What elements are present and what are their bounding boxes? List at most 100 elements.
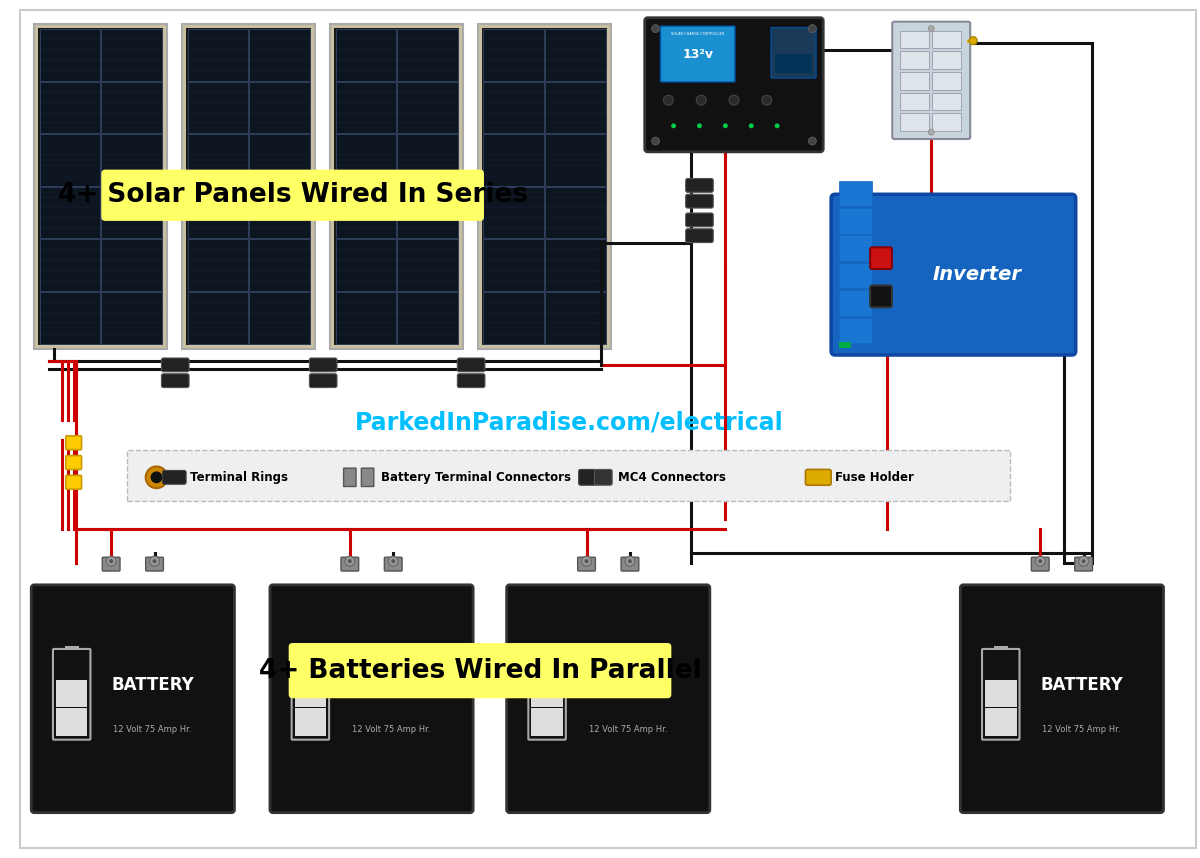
Bar xyxy=(932,51,961,69)
Text: 12 Volt 75 Amp Hr.: 12 Volt 75 Amp Hr. xyxy=(113,725,192,734)
FancyBboxPatch shape xyxy=(484,82,544,133)
FancyBboxPatch shape xyxy=(384,557,402,571)
FancyBboxPatch shape xyxy=(40,187,101,239)
FancyBboxPatch shape xyxy=(545,187,606,239)
FancyBboxPatch shape xyxy=(805,469,832,486)
FancyBboxPatch shape xyxy=(397,134,458,186)
Circle shape xyxy=(628,559,632,563)
FancyBboxPatch shape xyxy=(250,292,310,344)
FancyBboxPatch shape xyxy=(832,194,1075,355)
FancyBboxPatch shape xyxy=(182,24,316,349)
Circle shape xyxy=(929,130,934,135)
FancyBboxPatch shape xyxy=(102,557,120,571)
FancyBboxPatch shape xyxy=(66,436,82,450)
FancyBboxPatch shape xyxy=(250,29,310,81)
Text: Battery Terminal Connectors: Battery Terminal Connectors xyxy=(382,471,571,484)
Bar xyxy=(932,93,961,111)
Circle shape xyxy=(109,559,113,563)
FancyBboxPatch shape xyxy=(187,134,248,186)
Circle shape xyxy=(697,124,702,129)
Text: BATTERY: BATTERY xyxy=(587,676,670,694)
FancyBboxPatch shape xyxy=(870,286,892,307)
Text: 4+ Solar Panels Wired In Series: 4+ Solar Panels Wired In Series xyxy=(58,182,528,208)
Circle shape xyxy=(348,559,352,563)
Bar xyxy=(839,235,872,261)
Circle shape xyxy=(584,559,588,563)
Bar xyxy=(532,680,563,707)
FancyBboxPatch shape xyxy=(40,29,101,81)
Bar xyxy=(839,317,872,343)
FancyBboxPatch shape xyxy=(250,187,310,239)
FancyBboxPatch shape xyxy=(1031,557,1049,571)
Text: ParkedInParadise.com/electrical: ParkedInParadise.com/electrical xyxy=(354,410,784,434)
FancyBboxPatch shape xyxy=(35,24,167,349)
Bar xyxy=(985,708,1016,735)
Circle shape xyxy=(391,559,395,563)
Text: SOLAR CHARGE CONTROLLER: SOLAR CHARGE CONTROLLER xyxy=(671,32,725,35)
FancyBboxPatch shape xyxy=(31,585,234,813)
FancyBboxPatch shape xyxy=(101,29,162,81)
FancyBboxPatch shape xyxy=(484,239,544,291)
FancyBboxPatch shape xyxy=(545,292,606,344)
Text: MC4 Connectors: MC4 Connectors xyxy=(618,471,726,484)
FancyBboxPatch shape xyxy=(685,178,713,192)
Circle shape xyxy=(809,25,816,33)
Bar xyxy=(900,31,929,48)
Circle shape xyxy=(664,95,673,106)
Text: 12 Volt 75 Amp Hr.: 12 Volt 75 Amp Hr. xyxy=(352,725,431,734)
Bar xyxy=(294,680,326,707)
FancyBboxPatch shape xyxy=(310,374,337,388)
FancyBboxPatch shape xyxy=(40,82,101,133)
FancyBboxPatch shape xyxy=(250,134,310,186)
Circle shape xyxy=(652,25,660,33)
FancyBboxPatch shape xyxy=(397,82,458,133)
Circle shape xyxy=(150,471,162,483)
Text: BATTERY: BATTERY xyxy=(112,676,194,694)
Circle shape xyxy=(749,124,754,129)
FancyBboxPatch shape xyxy=(397,239,458,291)
Bar xyxy=(900,93,929,111)
Circle shape xyxy=(625,556,635,566)
FancyBboxPatch shape xyxy=(341,557,359,571)
Text: 12 Volt 75 Amp Hr.: 12 Volt 75 Amp Hr. xyxy=(589,725,667,734)
FancyBboxPatch shape xyxy=(40,134,101,186)
Circle shape xyxy=(722,124,728,129)
Circle shape xyxy=(762,95,772,106)
FancyBboxPatch shape xyxy=(187,187,248,239)
Circle shape xyxy=(671,124,676,129)
Circle shape xyxy=(145,467,167,488)
Circle shape xyxy=(1036,556,1045,566)
FancyBboxPatch shape xyxy=(594,469,612,486)
FancyBboxPatch shape xyxy=(397,29,458,81)
FancyBboxPatch shape xyxy=(484,29,544,81)
Bar xyxy=(540,646,554,650)
FancyBboxPatch shape xyxy=(336,82,396,133)
FancyBboxPatch shape xyxy=(457,374,485,388)
FancyBboxPatch shape xyxy=(187,29,248,81)
Bar xyxy=(482,27,607,345)
FancyBboxPatch shape xyxy=(66,456,82,469)
Bar xyxy=(932,72,961,90)
FancyBboxPatch shape xyxy=(343,468,356,486)
FancyBboxPatch shape xyxy=(545,239,606,291)
Bar xyxy=(294,708,326,735)
FancyBboxPatch shape xyxy=(250,82,310,133)
Circle shape xyxy=(652,137,660,145)
FancyBboxPatch shape xyxy=(101,187,162,239)
Circle shape xyxy=(730,95,739,106)
Bar xyxy=(985,680,1016,707)
FancyBboxPatch shape xyxy=(545,29,606,81)
Bar xyxy=(839,181,872,206)
Text: 12 Volt 75 Amp Hr.: 12 Volt 75 Amp Hr. xyxy=(1043,725,1121,734)
FancyBboxPatch shape xyxy=(361,468,373,486)
FancyBboxPatch shape xyxy=(101,292,162,344)
FancyBboxPatch shape xyxy=(101,239,162,291)
FancyBboxPatch shape xyxy=(336,29,396,81)
Circle shape xyxy=(1038,559,1042,563)
FancyBboxPatch shape xyxy=(484,187,544,239)
FancyBboxPatch shape xyxy=(397,292,458,344)
FancyBboxPatch shape xyxy=(1075,557,1092,571)
Circle shape xyxy=(150,556,160,566)
FancyBboxPatch shape xyxy=(187,82,248,133)
Text: Terminal Rings: Terminal Rings xyxy=(190,471,288,484)
